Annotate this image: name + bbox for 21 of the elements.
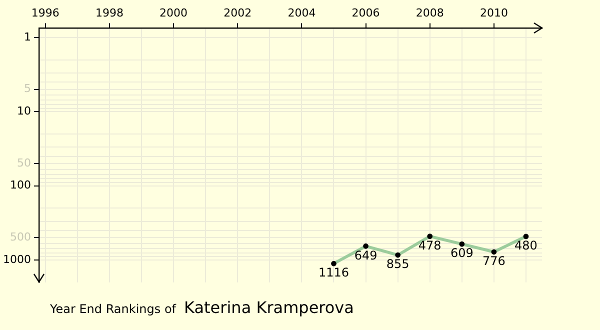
x-tick-label: 2004 [288, 6, 316, 20]
y-tick-label: 1 [24, 30, 31, 44]
data-label: 480 [514, 238, 538, 253]
data-label: 776 [482, 254, 506, 268]
y-tick-label: 10 [16, 104, 31, 118]
text: Katerina Kramperova [184, 298, 354, 317]
x-tick-label: 1998 [95, 6, 124, 20]
text: Year End Rankings of [50, 302, 176, 316]
x-tick-label: 2002 [224, 6, 252, 20]
x-tick-label: 2008 [416, 6, 444, 20]
y-tick-label: 100 [10, 178, 31, 192]
data-label: 609 [450, 246, 474, 260]
data-label: 855 [386, 257, 410, 272]
data-label: 1116 [318, 266, 350, 280]
data-label: 478 [418, 238, 442, 252]
x-tick-label: 2006 [352, 6, 380, 20]
y-tick-label: 1000 [2, 252, 31, 266]
data-label: 649 [354, 248, 378, 262]
x-tick-label: 2000 [160, 6, 188, 20]
x-tick-label: 2010 [480, 6, 508, 20]
x-tick-label: 1996 [31, 6, 60, 20]
